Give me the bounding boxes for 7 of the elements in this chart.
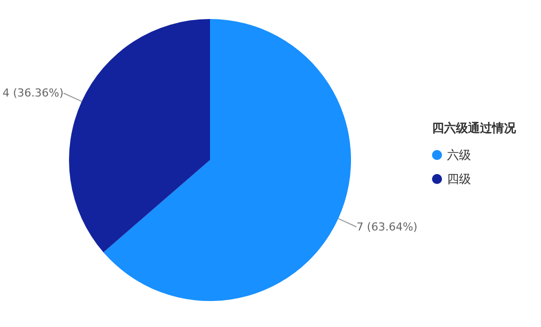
legend-label: 四级 (447, 170, 471, 188)
data-label: 7 (63.64%) (356, 220, 418, 234)
data-label: 4 (36.36%) (2, 86, 64, 100)
pie-slice (103, 19, 351, 301)
legend-title: 四六级通过情况 (432, 120, 516, 137)
legend-label: 六级 (447, 146, 471, 164)
pie-slice (69, 19, 210, 252)
